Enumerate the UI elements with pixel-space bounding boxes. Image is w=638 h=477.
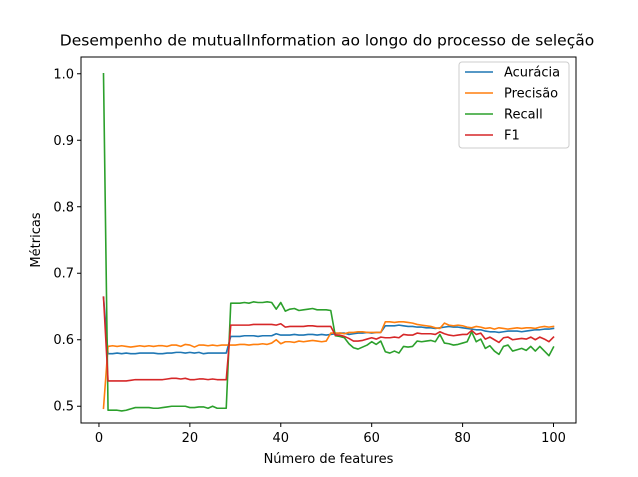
legend: Acurácia Precisão Recall F1	[458, 61, 570, 149]
x-tick-label: 40	[272, 431, 289, 446]
legend-box	[458, 61, 570, 149]
legend-label-1: Precisão	[504, 87, 558, 102]
y-tick-label: 0.6	[53, 333, 74, 348]
series-line-0	[102, 296, 555, 355]
series-line-3	[102, 296, 555, 382]
series-line-2	[102, 72, 555, 412]
plot-frame	[80, 56, 577, 424]
chart-title: Desempenho de mutualInformation ao longo…	[60, 32, 594, 50]
x-tick-label: 0	[95, 431, 103, 446]
x-tick-label: 100	[541, 431, 566, 446]
x-axis: 0 20 40 60 80 100	[95, 423, 566, 446]
x-tick-label: 60	[363, 431, 380, 446]
y-tick-label: 0.9	[53, 134, 74, 149]
plot-area	[102, 72, 555, 412]
y-tick-label: 0.7	[53, 267, 74, 282]
y-axis-label: Métricas	[29, 212, 44, 267]
y-tick-label: 1.0	[53, 67, 74, 82]
legend-label-3: F1	[504, 129, 520, 144]
y-tick-label: 0.5	[53, 400, 74, 415]
x-axis-label: Número de features	[264, 452, 394, 467]
series-line-1	[102, 320, 555, 410]
y-tick-label: 0.8	[53, 200, 74, 215]
x-tick-label: 80	[454, 431, 471, 446]
legend-label-2: Recall	[504, 108, 543, 123]
y-axis: 0.5 0.6 0.7 0.8 0.9 1.0	[53, 67, 81, 415]
x-tick-label: 20	[182, 431, 199, 446]
legend-label-0: Acurácia	[504, 66, 560, 81]
